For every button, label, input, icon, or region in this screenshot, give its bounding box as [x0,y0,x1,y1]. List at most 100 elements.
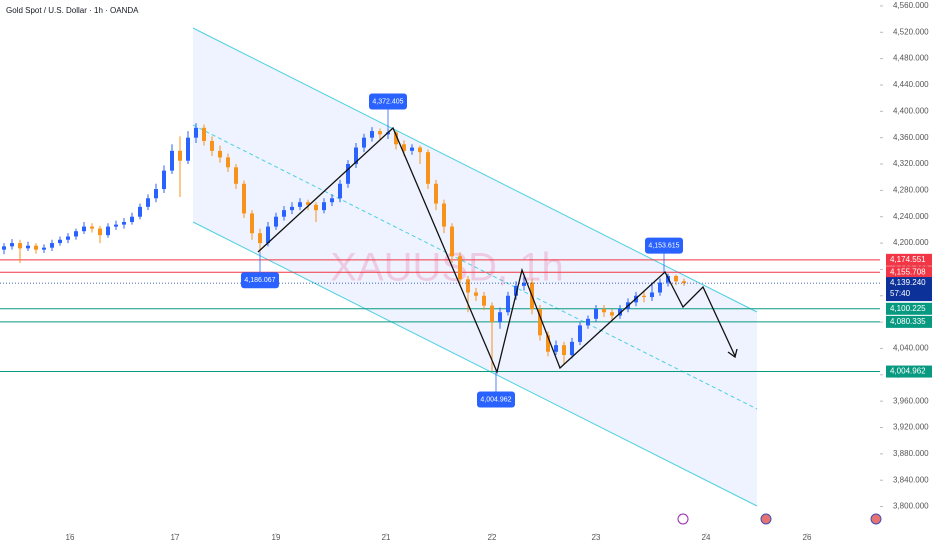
callout-box [477,391,515,408]
candle-body [362,137,366,148]
candle-body [178,150,182,161]
candle-body [402,144,406,151]
candle-body [50,243,54,248]
candle-body [170,150,174,171]
zigzag [257,126,736,375]
candle-body [194,127,198,138]
y-tick-label: 4,240.000 [893,212,929,221]
y-tick-label: 3,960.000 [893,396,929,405]
price-axis: 3,800.000 3,840.000 3,880.000 3,920.000 3,96… [66,1,932,542]
candle-body [514,285,518,296]
callout-label: 4,186.067 [244,277,275,284]
plot: 4,372.405 4,186.067 4,004.962 4,153.615 [0,93,880,408]
candle-body [162,170,166,190]
candle-body [442,203,446,227]
candle-body [58,239,62,244]
level-label: 4,174.551 [890,255,926,264]
y-tick-label: 4,400.000 [893,106,929,115]
candle-body [314,204,318,211]
level-label: 4,080.335 [890,317,926,326]
candle-body [546,335,550,352]
candle-body [322,202,326,211]
candle-body [434,183,438,204]
y-tick-label: 3,840.000 [893,475,929,484]
callout-box [241,272,279,289]
event-icons [677,513,882,525]
candle-body [674,276,678,282]
last-price-label: 4,139.240 [890,278,926,287]
candle-body [146,198,150,207]
candle-body [498,312,502,323]
candle-body [154,189,158,199]
candle-body [274,216,278,227]
candle-body [570,341,574,356]
candle-body [242,183,246,214]
candle-body [290,206,294,211]
callout-label: 4,153.615 [648,242,679,249]
candle-body [346,164,350,184]
candle-body [650,292,654,298]
candle-body [466,279,470,293]
candle-body [562,345,566,356]
candle-body [506,295,510,313]
x-tick-label: 21 [382,533,391,542]
x-tick-label: 19 [272,533,281,542]
y-tick-label: 4,320.000 [893,159,929,168]
channel [192,27,758,507]
arrow-head [727,348,738,359]
candle-body [114,224,118,227]
last-price-tag [886,277,932,302]
y-tick-label: 4,360.000 [893,133,929,142]
level-label: 4,155.708 [890,267,926,276]
x-tick-label: 17 [171,533,180,542]
y-tick-label: 3,880.000 [893,449,929,458]
candle-body [138,206,142,217]
level-tag [886,302,932,315]
y-tick-label: 4,520.000 [893,27,929,36]
candle-body [642,295,646,298]
level-tag [886,365,932,378]
candle-body [306,202,310,205]
candle-body [610,312,614,316]
candle-body [18,243,22,249]
candle-body [658,282,662,293]
candle-body [130,216,134,222]
candle-body [186,137,190,161]
candle-body [450,226,454,257]
candle-body [458,256,462,280]
candle-body [338,183,342,199]
candle-body [538,308,542,336]
candle-body [266,226,270,244]
y-tick-label: 4,440.000 [893,80,929,89]
y-tick-label: 4,040.000 [893,344,929,353]
candle-body [34,245,38,250]
level-label: 4,004.962 [890,367,926,376]
candle-body [250,213,254,234]
candle-body [618,308,622,316]
candle-body [378,131,382,135]
candle-body [298,202,302,207]
candle-body [66,236,70,240]
candle-body [394,132,398,145]
candle-body [234,167,238,184]
candle-body [218,150,222,158]
candle-body [74,231,78,237]
candle-body [410,147,414,151]
candle-body [418,147,422,153]
level-label: 4,100.225 [890,304,926,313]
candle-body [122,221,126,225]
channel-mid [192,124,758,410]
level-tag [886,315,932,328]
candle-body [42,247,46,250]
y-tick-label: 4,560.000 [893,1,929,10]
channel-upper [192,27,758,313]
callout-label: 4,004.962 [480,396,511,403]
y-tick-label: 4,200.000 [893,238,929,247]
candle-body [490,305,494,323]
candle-body [482,295,486,306]
candle-body [98,228,102,236]
candle-body [354,147,358,165]
candle-body [202,127,206,141]
